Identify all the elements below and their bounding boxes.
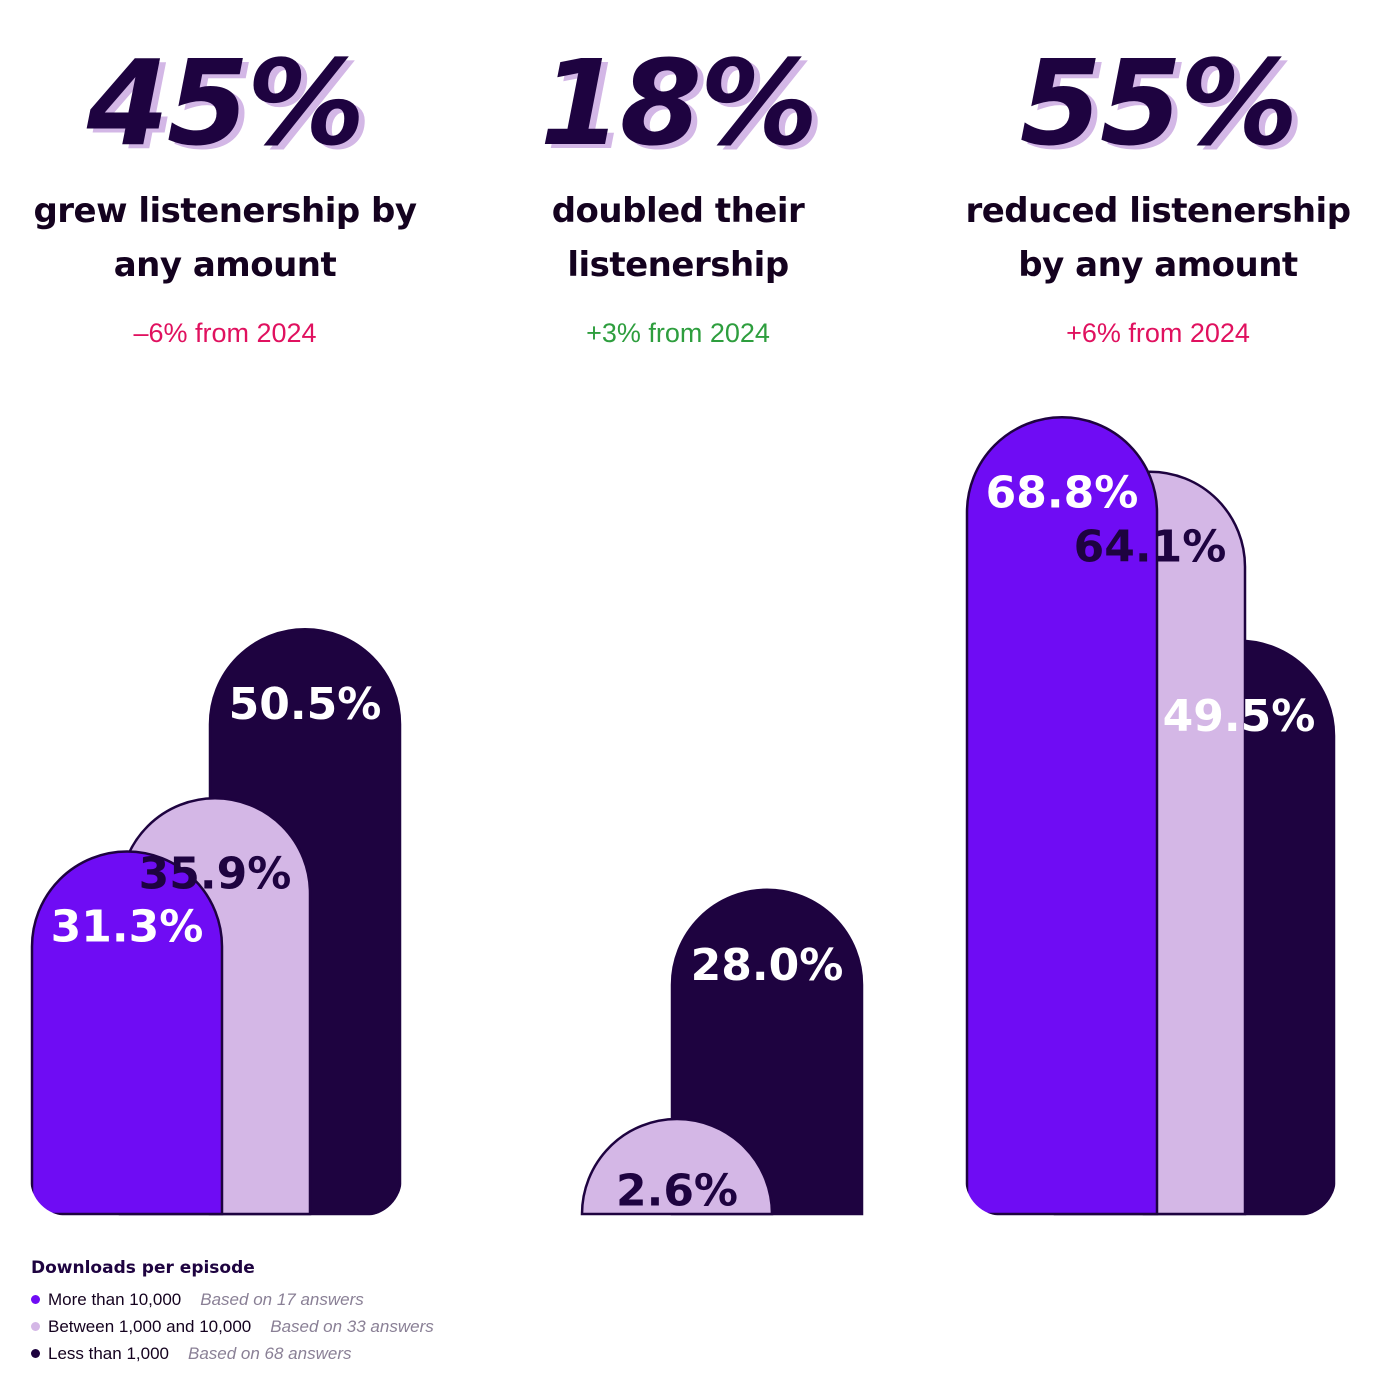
bar-label: 49.5%: [1163, 691, 1316, 742]
stat-description-line: grew listenership by: [33, 191, 417, 231]
stat-grew: 45% grew listenership by any amount –6% …: [5, 28, 445, 349]
legend-label: More than 10,000: [48, 1289, 182, 1309]
bar-group: [30, 628, 402, 1216]
legend-item: Between 1,000 and 10,000 Based on 33 ans…: [31, 1313, 434, 1340]
stat-value: 45%: [86, 34, 365, 172]
stat-doubled: 18% doubled their listenership +3% from …: [458, 28, 898, 349]
legend-label: Less than 1,000: [48, 1343, 169, 1363]
stat-delta: +3% from 2024: [586, 318, 770, 348]
stat-description: reduced listenership by any amount: [938, 184, 1375, 292]
bar-label: 68.8%: [986, 467, 1139, 518]
legend-title: Downloads per episode: [31, 1258, 255, 1278]
bar: [30, 850, 224, 1216]
stat-value: 55%: [1019, 34, 1298, 172]
bar-label: 31.3%: [51, 902, 204, 953]
stat-description-line: listenership: [567, 245, 789, 285]
stat-description-line: by any amount: [1018, 245, 1298, 285]
stat-description: doubled their listenership: [458, 184, 898, 292]
bar-label: 28.0%: [691, 940, 844, 991]
stat-delta: +6% from 2024: [1066, 318, 1250, 348]
bar-label: 50.5%: [229, 679, 382, 730]
bar-label: 2.6%: [616, 1166, 738, 1217]
stat-description-line: doubled their: [551, 191, 805, 231]
stat-reduced: 55% reduced listenership by any amount +…: [938, 28, 1375, 349]
bar: [965, 416, 1159, 1216]
bar-label: 64.1%: [1074, 522, 1227, 573]
legend-item: Less than 1,000 Based on 68 answers: [31, 1340, 434, 1367]
legend-basis: Based on 33 answers: [270, 1316, 434, 1336]
legend-swatch: [31, 1322, 40, 1331]
bar-group: [580, 888, 864, 1216]
legend-swatch: [31, 1349, 40, 1358]
stat-description-line: any amount: [113, 245, 337, 285]
stat-delta: –6% from 2024: [133, 318, 317, 348]
bar-group: [965, 416, 1336, 1216]
bar-label: 35.9%: [139, 848, 292, 899]
stat-description-line: reduced listenership: [965, 191, 1351, 231]
legend-swatch: [31, 1295, 40, 1304]
legend-item: More than 10,000 Based on 17 answers: [31, 1286, 434, 1313]
bar: [580, 1117, 774, 1216]
stat-value: 18%: [539, 34, 818, 172]
legend-basis: Based on 68 answers: [187, 1343, 352, 1363]
stat-description: grew listenership by any amount: [5, 184, 445, 292]
legend-label: Between 1,000 and 10,000: [48, 1316, 252, 1336]
legend: Downloads per episode More than 10,000 B…: [31, 1258, 434, 1367]
legend-basis: Based on 17 answers: [200, 1289, 364, 1309]
